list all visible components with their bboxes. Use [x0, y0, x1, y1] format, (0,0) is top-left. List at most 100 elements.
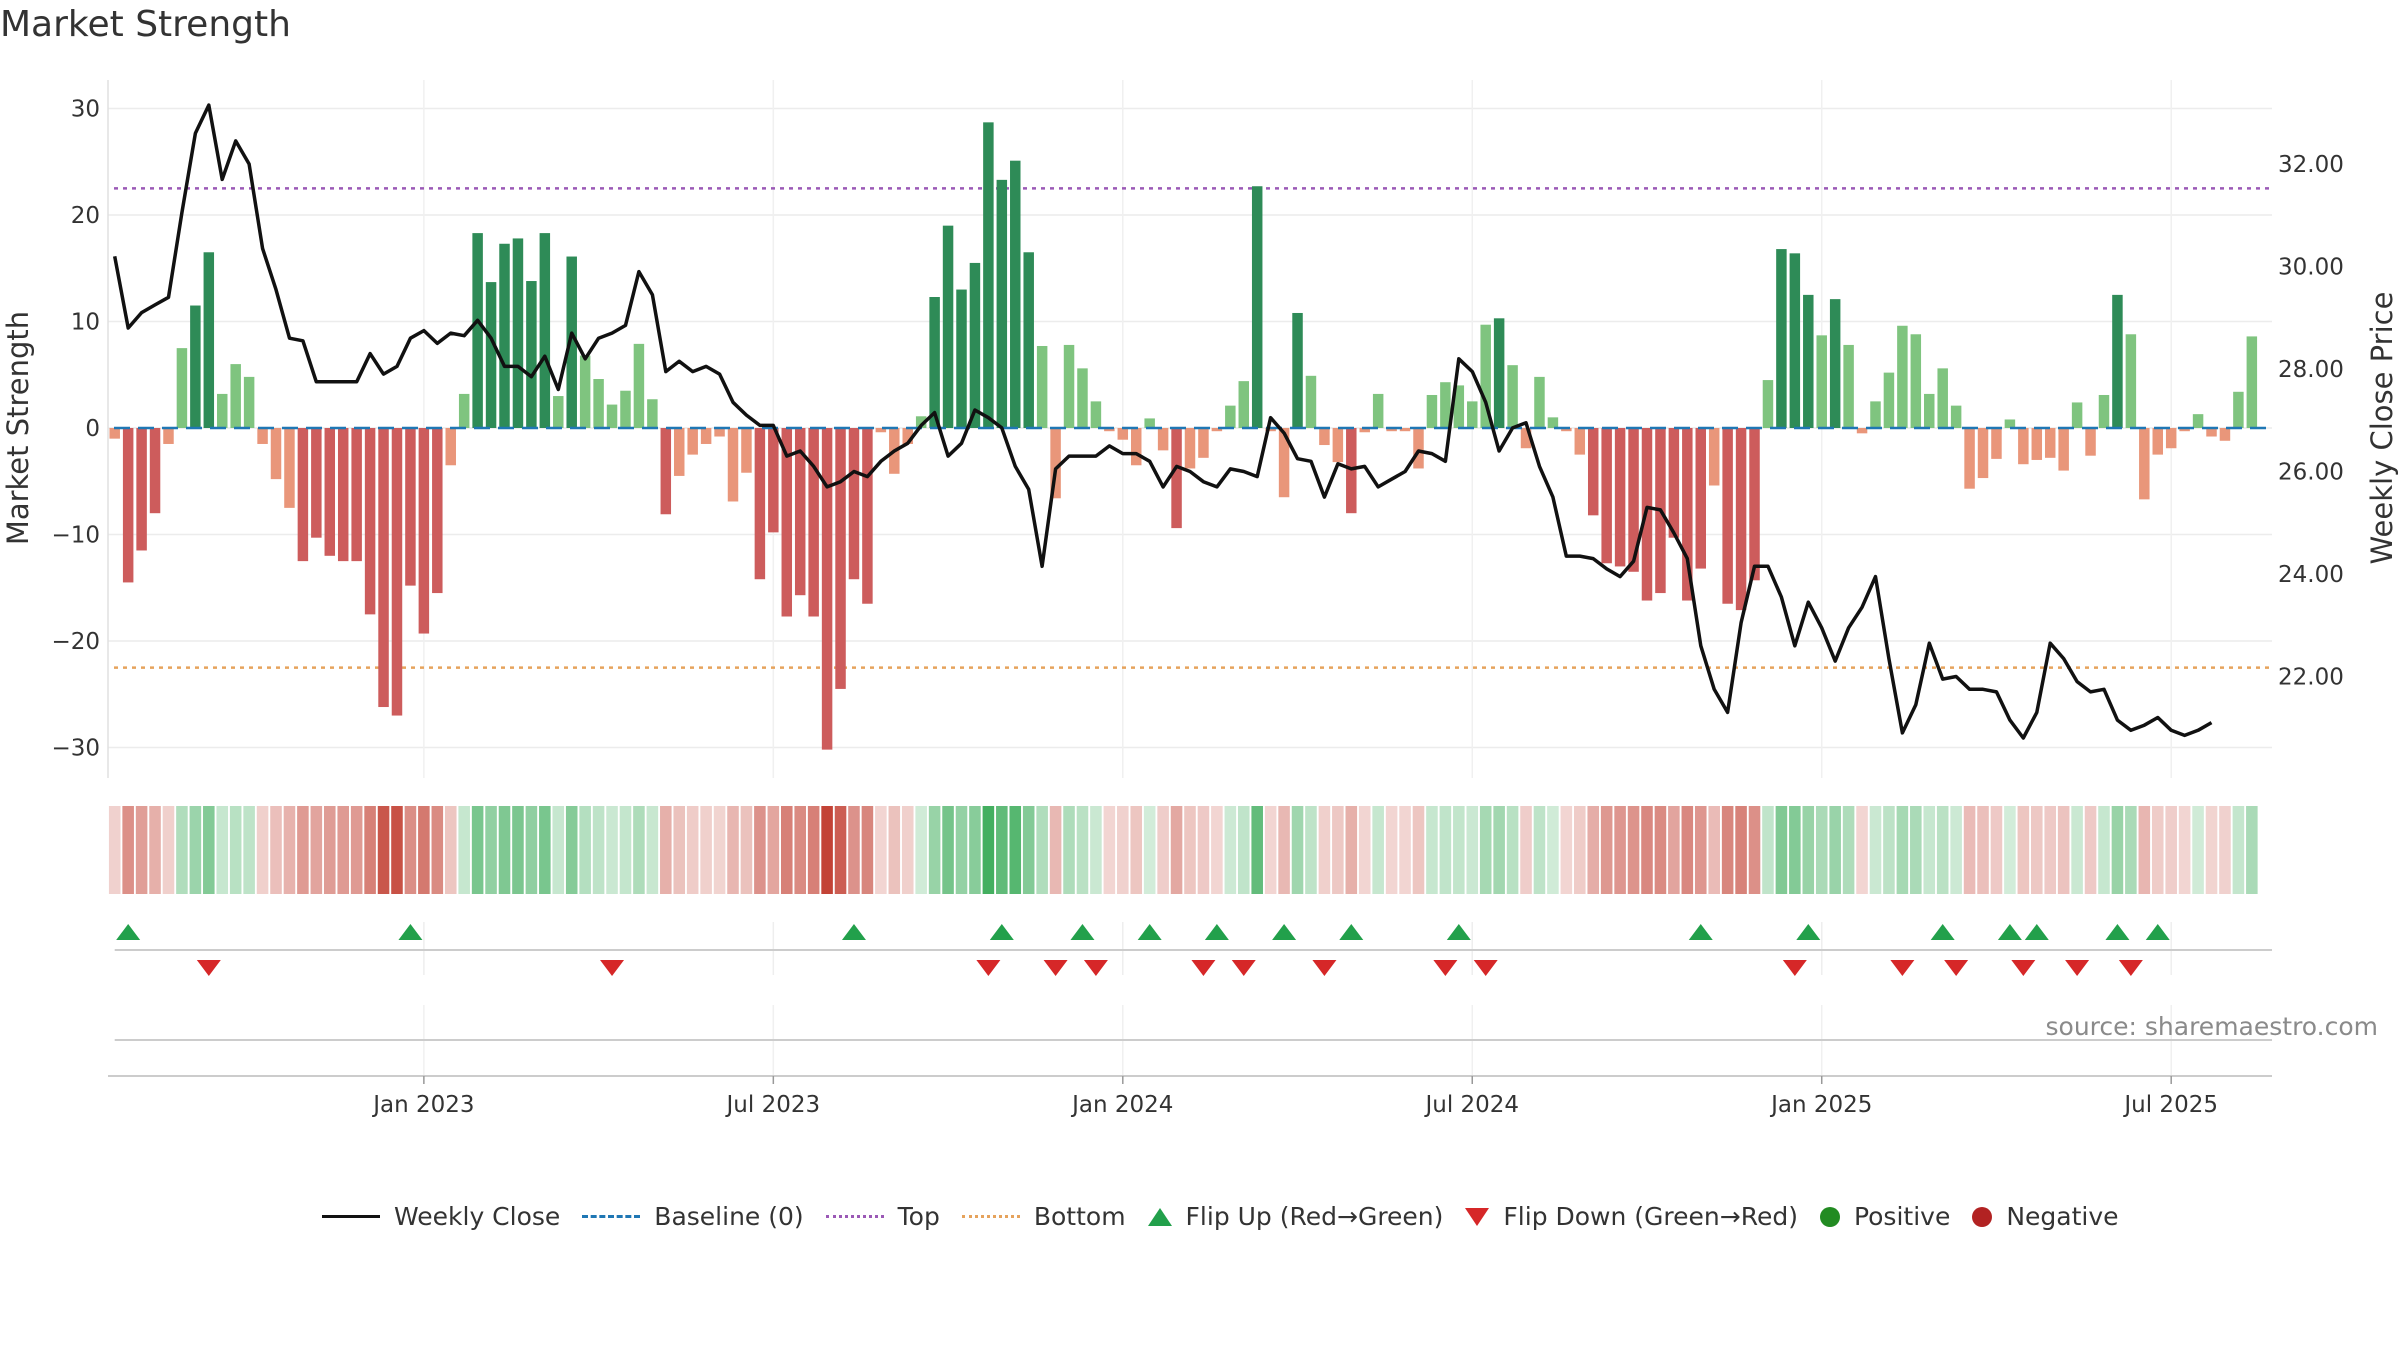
strength-bar	[1440, 382, 1451, 428]
flip-down-marker	[1083, 960, 1108, 976]
strength-bar	[1225, 405, 1236, 428]
strength-bar	[1977, 428, 1989, 479]
strength-heat-cell	[2084, 806, 2097, 894]
strength-bar	[835, 428, 846, 689]
strength-bar	[1426, 394, 1438, 428]
strength-bar	[1789, 253, 1801, 428]
strength-bar	[996, 179, 1008, 428]
strength-bar	[553, 396, 564, 428]
strength-bar	[969, 262, 981, 428]
strength-bar	[1829, 299, 1841, 428]
strength-heat-cell	[1748, 806, 1761, 894]
y-axis-label: Market Strength	[1, 311, 35, 545]
strength-bar	[1668, 428, 1680, 538]
strength-heat-cell	[1426, 806, 1438, 894]
strength-bar	[1924, 393, 1935, 428]
strength-bar	[2071, 402, 2083, 428]
flip-up-marker	[1688, 924, 1713, 940]
strength-bar	[1695, 428, 1706, 569]
y-tick-label: 20	[71, 203, 100, 229]
strength-heat-cell	[471, 806, 484, 894]
y-tick-label: −30	[51, 736, 100, 762]
strength-bar	[1036, 345, 1048, 428]
strength-bar	[1682, 428, 1693, 601]
strength-bar	[351, 428, 362, 562]
strength-heat-cell	[1264, 806, 1277, 894]
strength-bar	[1104, 428, 1115, 432]
flip-down-marker	[1944, 960, 1969, 976]
strength-heat-cell	[579, 806, 591, 894]
strength-bar	[1359, 428, 1370, 433]
strength-bar	[1399, 428, 1411, 432]
strength-bar	[781, 428, 793, 617]
strength-bar	[875, 428, 887, 433]
strength-heat-cell	[2165, 806, 2177, 894]
strength-bar	[808, 428, 819, 617]
flip-down-marker	[2118, 960, 2143, 976]
flip-down-marker	[1473, 960, 1498, 976]
strength-bar	[418, 428, 430, 634]
flip-up-marker	[1339, 924, 1364, 940]
strength-bar	[217, 393, 228, 428]
strength-bar	[364, 428, 376, 615]
strength-heat-cell	[1829, 806, 1841, 894]
strength-bar	[1211, 428, 1223, 432]
strength-heat-cell	[310, 806, 323, 894]
flip-up-marker	[1272, 924, 1297, 940]
strength-heat-cell	[646, 806, 659, 894]
strength-bar	[2112, 294, 2123, 428]
triangle-up-icon	[1147, 1207, 1172, 1226]
strength-bar	[270, 428, 282, 480]
legend-label: Negative	[2006, 1202, 2119, 1231]
strength-bar	[579, 355, 591, 428]
strength-heat-cell	[794, 806, 806, 894]
x-tick-label: Jul 2023	[725, 1092, 821, 1118]
strength-heat-cell	[1547, 806, 1559, 894]
strength-heat-cell	[2178, 806, 2191, 894]
legend-label: Positive	[1853, 1202, 1951, 1231]
weekly-close-line	[112, 103, 2213, 740]
strength-bar	[2085, 428, 2096, 456]
strength-heat-cell	[1923, 806, 1936, 894]
strength-heat-cell	[1130, 806, 1143, 894]
strength-heat-cell	[700, 806, 712, 894]
strength-heat-cell	[216, 806, 229, 894]
strength-heat-cell	[875, 806, 887, 894]
strength-bar	[1708, 428, 1720, 486]
strength-heat-cell	[2192, 806, 2204, 894]
strength-heat-cell	[1372, 806, 1384, 894]
flip-up-marker	[2024, 924, 2049, 940]
strength-bar	[163, 428, 174, 444]
strength-heat-cell	[135, 806, 148, 894]
flip-down-marker	[1890, 960, 1915, 976]
strength-bar	[1278, 428, 1290, 498]
strength-bar	[2044, 428, 2056, 458]
strength-bar	[1050, 428, 1061, 499]
strength-heat-cell	[1627, 806, 1640, 894]
strength-bar	[526, 281, 537, 428]
strength-heat-cell	[1802, 806, 1815, 894]
strength-heat-cell	[525, 806, 538, 894]
strength-heat-cell	[1009, 806, 1022, 894]
strength-bar	[405, 428, 416, 586]
strength-heat-cell	[834, 806, 847, 894]
flip-down-marker	[1312, 960, 1337, 976]
strength-bar	[1762, 380, 1774, 428]
strength-heat-cell	[364, 806, 376, 894]
strength-heat-cell	[1762, 806, 1774, 894]
strength-heat-cell	[162, 806, 175, 894]
x-tick-label: Jul 2025	[2122, 1092, 2218, 1118]
strength-bar	[1803, 294, 1814, 428]
strength-bar	[942, 225, 954, 428]
strength-heat-cell	[633, 806, 645, 894]
strength-bar	[2031, 428, 2043, 460]
strength-heat-cell	[1036, 806, 1048, 894]
strength-bar	[1816, 335, 1827, 428]
strength-heat-cell	[888, 806, 901, 894]
strength-heat-cell	[1587, 806, 1600, 894]
strength-heat-cell	[1789, 806, 1801, 894]
y2-tick-label: 32.00	[2278, 152, 2344, 178]
strength-heat-cell	[1910, 806, 1922, 894]
flip-up-marker	[116, 924, 141, 940]
